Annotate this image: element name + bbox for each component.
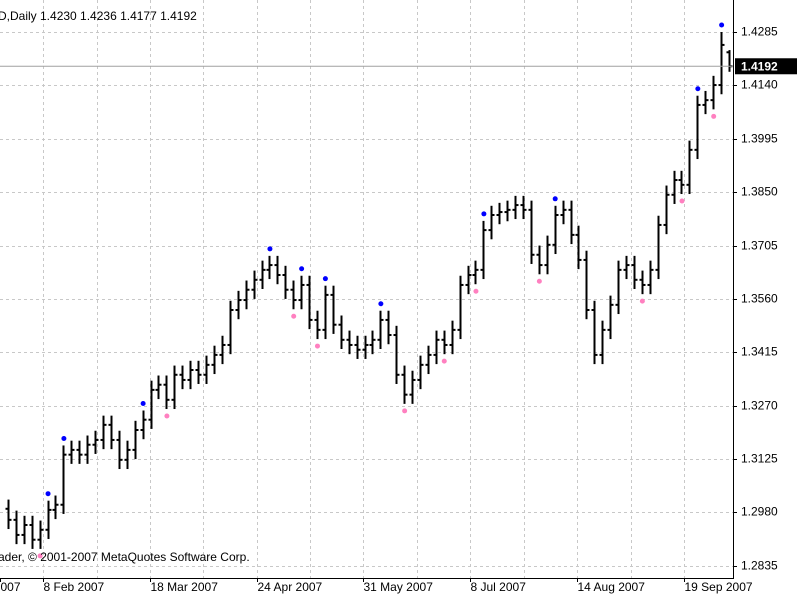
y-tick-label: 1.3850 bbox=[741, 185, 778, 199]
fractal-down bbox=[679, 198, 685, 204]
fractal-up bbox=[45, 491, 51, 497]
fractal-down bbox=[639, 298, 645, 304]
y-tick-label: 1.2980 bbox=[741, 505, 778, 519]
x-tick-label: 14 Aug 2007 bbox=[578, 580, 646, 594]
fractal-down bbox=[402, 408, 408, 414]
fractal-up bbox=[322, 276, 328, 282]
current-price-label: 1.4192 bbox=[741, 59, 778, 73]
y-tick-label: 1.4285 bbox=[741, 25, 778, 39]
x-tick-label: 24 Apr 2007 bbox=[258, 580, 323, 594]
fractal-down bbox=[37, 553, 43, 559]
fractal-down bbox=[473, 288, 479, 294]
fractal-down bbox=[314, 343, 320, 349]
y-tick-label: 1.3125 bbox=[741, 452, 778, 466]
fractal-up bbox=[719, 22, 725, 28]
x-tick-label: 8 Jul 2007 bbox=[471, 580, 527, 594]
fractal-down bbox=[164, 413, 170, 419]
x-tick-label: 19 Sep 2007 bbox=[685, 580, 753, 594]
grid bbox=[0, 0, 733, 578]
current-price-box bbox=[735, 58, 797, 75]
y-tick-label: 1.3270 bbox=[741, 399, 778, 413]
chart-header: D,Daily 1.4230 1.4236 1.4177 1.4192 bbox=[0, 9, 197, 23]
copyright: ader, © 2001-2007 MetaQuotes Software Co… bbox=[0, 550, 250, 564]
y-tick-label: 1.2835 bbox=[741, 559, 778, 573]
plot bbox=[5, 22, 733, 559]
y-tick-label: 1.3560 bbox=[741, 292, 778, 306]
fractal-up bbox=[481, 211, 487, 217]
fractal-up bbox=[695, 86, 701, 92]
x-tick-label: 007 bbox=[1, 580, 21, 594]
x-tick-label: 18 Mar 2007 bbox=[151, 580, 219, 594]
fractal-up bbox=[378, 301, 384, 307]
y-tick-label: 1.3995 bbox=[741, 132, 778, 146]
y-tick-label: 1.3705 bbox=[741, 239, 778, 253]
fractal-up bbox=[299, 266, 305, 272]
fractal-up bbox=[140, 400, 146, 406]
fractal-up bbox=[552, 196, 558, 202]
y-tick-label: 1.4140 bbox=[741, 78, 778, 92]
x-tick-label: 31 May 2007 bbox=[364, 580, 434, 594]
y-tick-label: 1.3415 bbox=[741, 345, 778, 359]
fractal-up bbox=[267, 246, 273, 252]
fractal-down bbox=[536, 278, 542, 284]
x-tick-label: 8 Feb 2007 bbox=[44, 580, 105, 594]
fractal-down bbox=[291, 313, 297, 319]
fractal-down bbox=[711, 113, 717, 119]
fractal-up bbox=[61, 435, 67, 441]
fractal-down bbox=[441, 358, 447, 364]
